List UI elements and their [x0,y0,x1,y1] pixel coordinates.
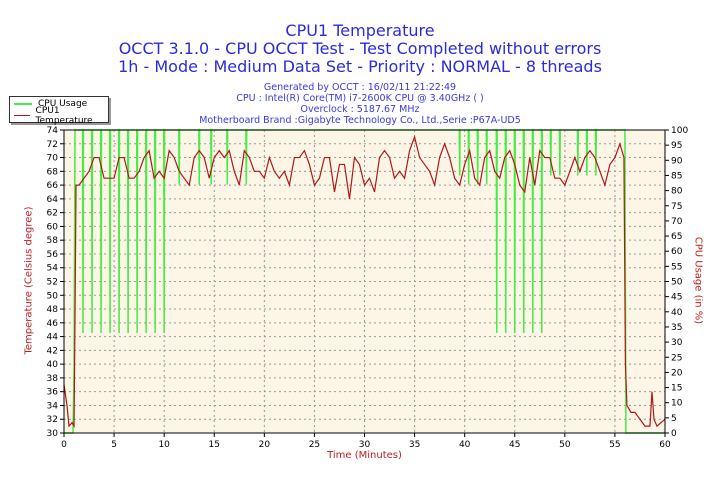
y-tick-label-left: 70 [47,154,59,164]
y-tick-label-left: 66 [47,181,59,191]
temp-swatch [14,115,30,116]
y-tick-label-right: 35 [671,323,682,333]
legend-label-temp: CPU1 Temperature [35,105,93,126]
y-tick-label-right: 45 [671,293,682,303]
overclock-info: Overclock : 5187.67 MHz [300,104,420,115]
legend: CPU Usage CPU1 Temperature [9,96,109,126]
y-tick-label-left: 48 [47,305,59,315]
x-tick-label: 55 [609,440,620,450]
legend-item-temp: CPU1 Temperature [14,106,108,126]
generated-info: Generated by OCCT : 16/02/11 21:22:49 [263,82,457,93]
y-tick-label-right: 80 [671,187,683,197]
y-tick-label-left: 58 [47,236,59,246]
y-tick-label-left: 42 [47,346,58,356]
x-tick-label: 15 [209,440,220,450]
chart-subtitle-test: OCCT 3.1.0 - CPU OCCT Test - Test Comple… [118,39,602,58]
x-tick-label: 35 [409,440,420,450]
x-tick-label: 45 [509,440,520,450]
y-tick-label-left: 72 [47,140,58,150]
usage-swatch [14,102,32,105]
y-tick-label-right: 70 [671,217,683,227]
y-axis-right-label: CPU Usage (in %) [692,236,704,325]
plot-frame [63,129,666,434]
motherboard-info: Motherboard Brand :Gigabyte Technology C… [199,115,521,126]
y-tick-label-right: 20 [671,368,683,378]
y-tick-label-right: 15 [671,384,682,394]
y-tick-label-left: 74 [47,126,59,136]
x-tick-label: 5 [111,440,117,450]
y-tick-label-right: 25 [671,353,682,363]
x-tick-label: 20 [259,440,271,450]
y-tick-label-right: 100 [671,126,688,136]
y-tick-label-left: 40 [47,360,59,370]
y-tick-label-left: 36 [47,388,59,398]
y-tick-label-left: 30 [47,429,59,439]
chart-title: CPU1 Temperature [285,21,435,40]
y-tick-label-left: 52 [47,278,58,288]
y-tick-label-left: 46 [47,319,59,329]
y-tick-label-right: 60 [671,247,683,257]
x-tick-label: 0 [61,440,67,450]
x-tick-label: 25 [309,440,320,450]
y-tick-label-left: 34 [47,401,59,411]
y-tick-label-left: 62 [47,209,58,219]
cpu-info: CPU : Intel(R) Core(TM) i7-2600K CPU @ 3… [236,93,484,104]
y-tick-label-right: 0 [671,429,677,439]
y-tick-label-right: 95 [671,141,682,151]
y-tick-label-left: 56 [47,250,59,260]
y-tick-label-right: 50 [671,278,683,288]
y-tick-label-right: 85 [671,171,682,181]
y-tick-label-left: 50 [47,291,59,301]
y-tick-label-left: 68 [47,167,59,177]
legend-item-usage: CPU Usage [14,98,87,109]
y-tick-label-left: 44 [47,333,59,343]
cpu-temperature-line [63,134,666,429]
y-tick-label-right: 90 [671,156,683,166]
y-tick-label-right: 10 [671,399,683,409]
y-axis-left-label: Temperature (Celsius degree) [23,206,35,355]
y-tick-label-right: 30 [671,338,683,348]
y-tick-label-left: 38 [47,374,59,384]
y-tick-label-right: 55 [671,262,682,272]
y-tick-label-right: 65 [671,232,682,242]
x-tick-label: 60 [659,440,671,450]
chart-subtitle-mode: 1h - Mode : Medium Data Set - Priority :… [118,57,602,76]
y-tick-label-left: 60 [47,222,59,232]
x-tick-label: 30 [359,440,371,450]
x-tick-label: 40 [459,440,471,450]
legend-label-usage: CPU Usage [38,98,88,109]
x-axis-label: Time (Minutes) [327,450,402,461]
x-tick-label: 50 [559,440,571,450]
y-tick-label-right: 5 [671,414,677,424]
y-tick-label-left: 64 [47,195,59,205]
y-tick-label-left: 32 [47,415,58,425]
y-tick-label-right: 75 [671,202,682,212]
y-tick-label-left: 54 [47,264,59,274]
y-tick-label-right: 40 [671,308,683,318]
x-tick-label: 10 [158,440,170,450]
